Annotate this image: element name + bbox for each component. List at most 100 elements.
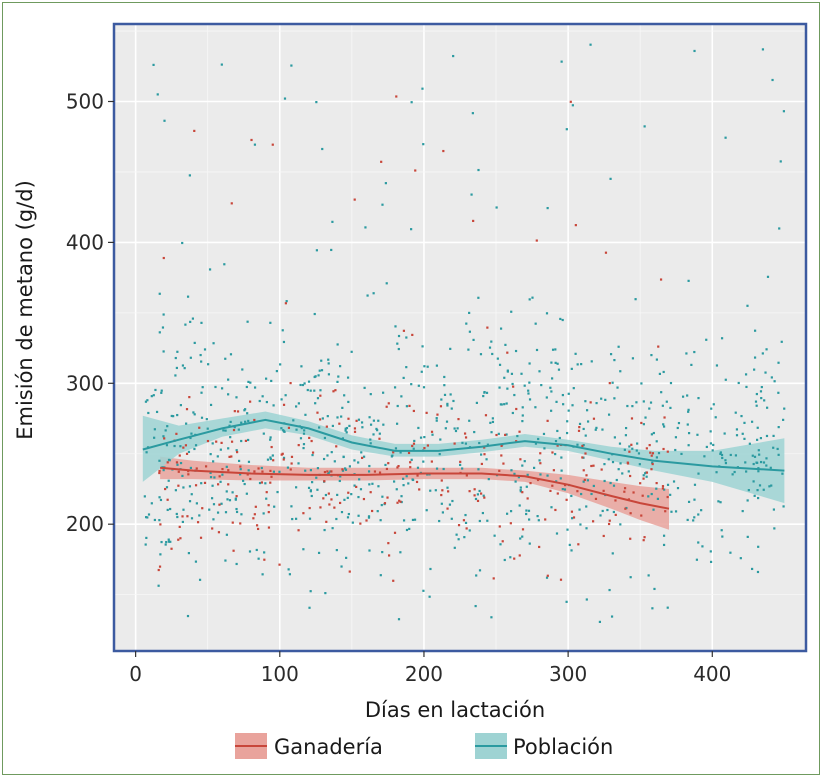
- data-point: [175, 512, 178, 516]
- data-point: [336, 380, 339, 383]
- data-point: [715, 471, 718, 474]
- grid: [114, 24, 806, 651]
- data-point: [206, 439, 210, 443]
- data-point: [357, 514, 360, 517]
- data-point: [693, 498, 696, 501]
- data-point: [227, 469, 230, 472]
- data-point: [506, 512, 509, 515]
- data-point: [407, 451, 411, 455]
- data-point: [578, 426, 581, 429]
- data-point: [780, 340, 783, 343]
- data-point: [162, 256, 165, 260]
- data-point: [288, 573, 291, 576]
- data-point: [613, 436, 616, 439]
- data-point: [405, 405, 408, 408]
- data-point: [405, 336, 408, 339]
- data-point: [272, 404, 275, 407]
- data-point: [393, 386, 397, 389]
- data-point: [647, 495, 650, 498]
- data-point: [546, 474, 549, 477]
- data-point: [338, 479, 341, 483]
- data-point: [483, 391, 486, 394]
- data-point: [651, 607, 654, 610]
- data-point: [336, 416, 339, 419]
- data-point: [527, 509, 531, 512]
- data-point: [447, 490, 450, 493]
- x-tick-label: 300: [549, 662, 587, 686]
- data-point: [506, 387, 509, 390]
- data-point: [337, 375, 340, 378]
- data-point: [549, 386, 552, 389]
- data-point: [570, 494, 573, 498]
- data-point: [157, 584, 160, 587]
- data-point: [324, 592, 327, 595]
- data-point: [309, 469, 313, 472]
- data-point: [184, 323, 187, 326]
- data-point: [415, 480, 419, 484]
- data-point: [616, 386, 619, 389]
- data-point: [662, 534, 666, 537]
- data-point: [235, 495, 238, 498]
- data-point: [300, 365, 303, 368]
- data-point: [664, 510, 667, 513]
- data-point: [570, 367, 573, 370]
- data-point: [220, 63, 223, 66]
- data-point: [253, 470, 256, 473]
- y-tick-label: 200: [66, 512, 104, 536]
- data-point: [777, 426, 780, 429]
- data-point: [159, 553, 162, 556]
- data-point: [709, 550, 712, 553]
- data-point: [353, 459, 356, 462]
- data-point: [556, 444, 559, 447]
- data-point: [221, 467, 224, 471]
- data-point: [315, 101, 318, 104]
- data-point: [429, 489, 432, 492]
- data-point: [485, 391, 489, 394]
- data-point: [651, 461, 654, 464]
- data-point: [755, 392, 758, 396]
- y-tick-label: 500: [66, 89, 104, 113]
- data-point: [209, 471, 212, 474]
- data-point: [585, 598, 588, 601]
- data-point: [642, 477, 645, 480]
- data-point: [194, 444, 198, 447]
- data-point: [710, 407, 713, 410]
- data-point: [450, 407, 453, 410]
- data-point: [782, 110, 786, 113]
- data-point: [295, 405, 298, 408]
- data-point: [182, 446, 185, 449]
- data-point: [380, 160, 383, 163]
- data-point: [638, 463, 641, 466]
- data-point: [150, 395, 153, 398]
- data-point: [411, 444, 414, 448]
- data-point: [275, 369, 278, 373]
- data-point: [387, 402, 390, 405]
- data-point: [506, 351, 509, 354]
- data-point: [347, 512, 350, 516]
- data-point: [330, 470, 333, 473]
- data-point: [483, 453, 486, 456]
- data-point: [589, 43, 592, 46]
- data-point: [498, 363, 502, 366]
- data-point: [269, 456, 272, 459]
- data-point: [158, 496, 161, 499]
- data-point: [196, 521, 200, 524]
- data-point: [327, 471, 330, 474]
- data-point: [339, 365, 342, 368]
- data-point: [592, 520, 595, 523]
- data-point: [435, 419, 438, 422]
- data-point: [554, 508, 557, 512]
- data-point: [170, 414, 173, 418]
- data-point: [506, 370, 509, 373]
- data-point: [669, 406, 672, 410]
- data-point: [452, 54, 455, 58]
- data-point: [765, 434, 769, 438]
- data-point: [280, 427, 283, 430]
- data-point: [770, 484, 773, 487]
- data-point: [755, 461, 758, 464]
- data-point: [666, 606, 669, 609]
- data-point: [290, 64, 293, 67]
- data-point: [399, 451, 402, 454]
- data-point: [572, 387, 575, 390]
- data-point: [364, 226, 367, 229]
